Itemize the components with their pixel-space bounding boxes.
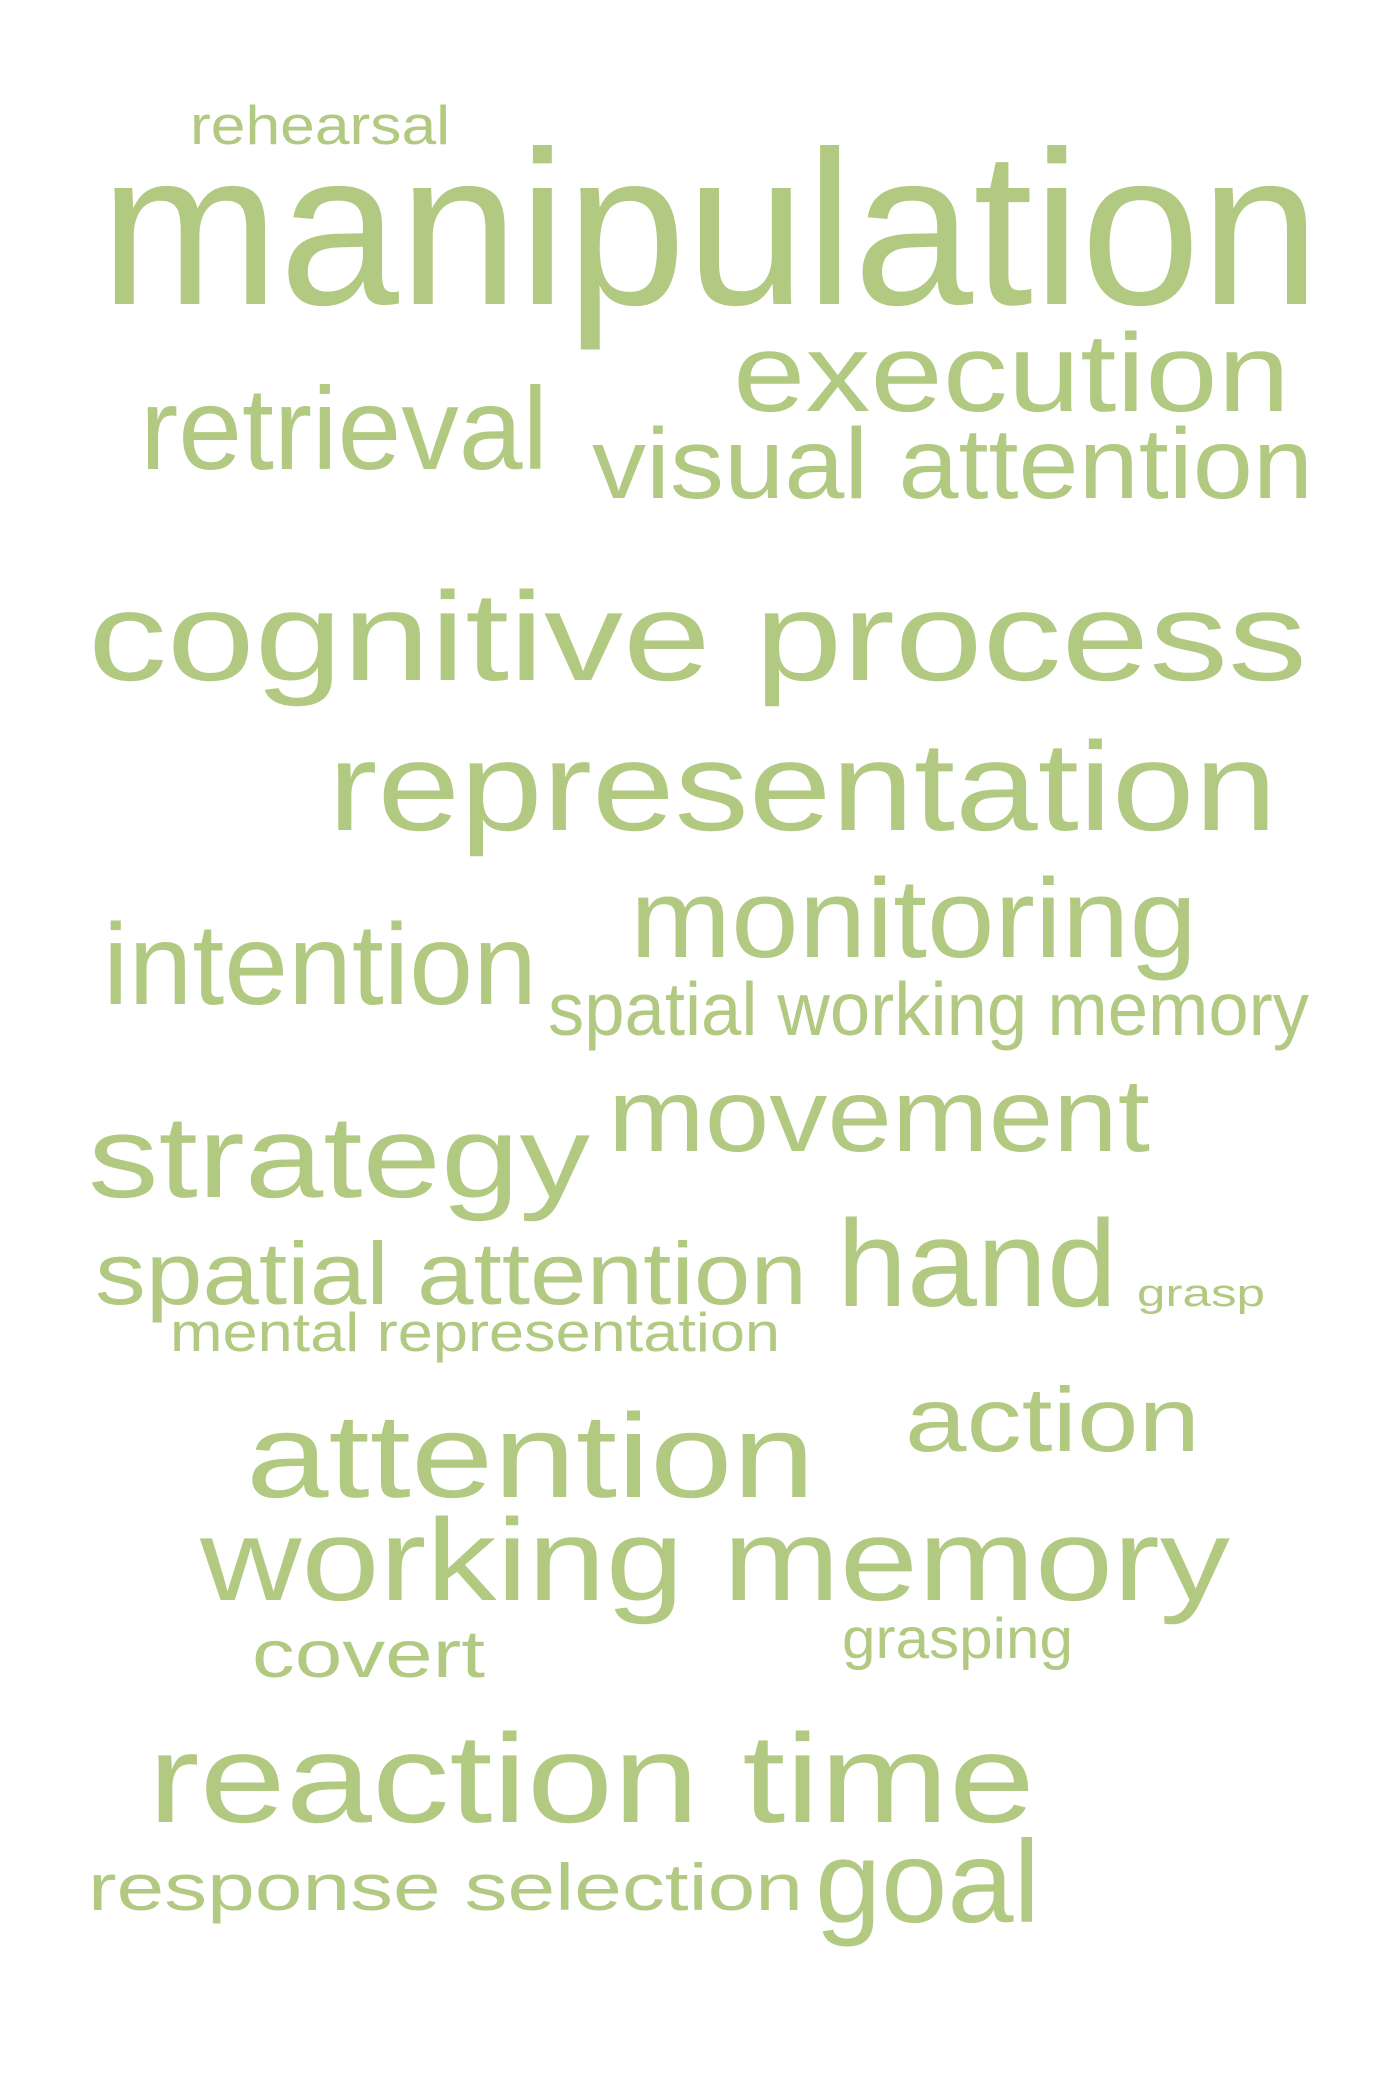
word-intention: intention <box>103 908 537 1023</box>
word-retrieval: retrieval <box>140 371 548 488</box>
word-cognitive-process: cognitive process <box>88 574 1307 700</box>
word-monitoring: monitoring <box>630 862 1197 974</box>
word-response-selection: response selection <box>88 1855 803 1921</box>
word-hand: hand <box>837 1203 1117 1326</box>
word-strategy: strategy <box>88 1099 590 1216</box>
word-goal: goal <box>815 1824 1040 1941</box>
word-covert: covert <box>252 1621 485 1688</box>
word-spatial-working-memory: spatial working memory <box>548 972 1309 1047</box>
word-grasp: grasp <box>1137 1275 1265 1313</box>
word-working-memory: working memory <box>200 1502 1230 1619</box>
word-grasping: grasping <box>842 1611 1073 1669</box>
word-mental-representation: mental representation <box>170 1305 780 1360</box>
word-action: action <box>905 1376 1200 1467</box>
word-visual-attention: visual attention <box>592 414 1313 514</box>
word-representation: representation <box>328 724 1277 850</box>
word-manipulation: manipulation <box>100 119 1320 338</box>
word-movement: movement <box>608 1064 1150 1168</box>
